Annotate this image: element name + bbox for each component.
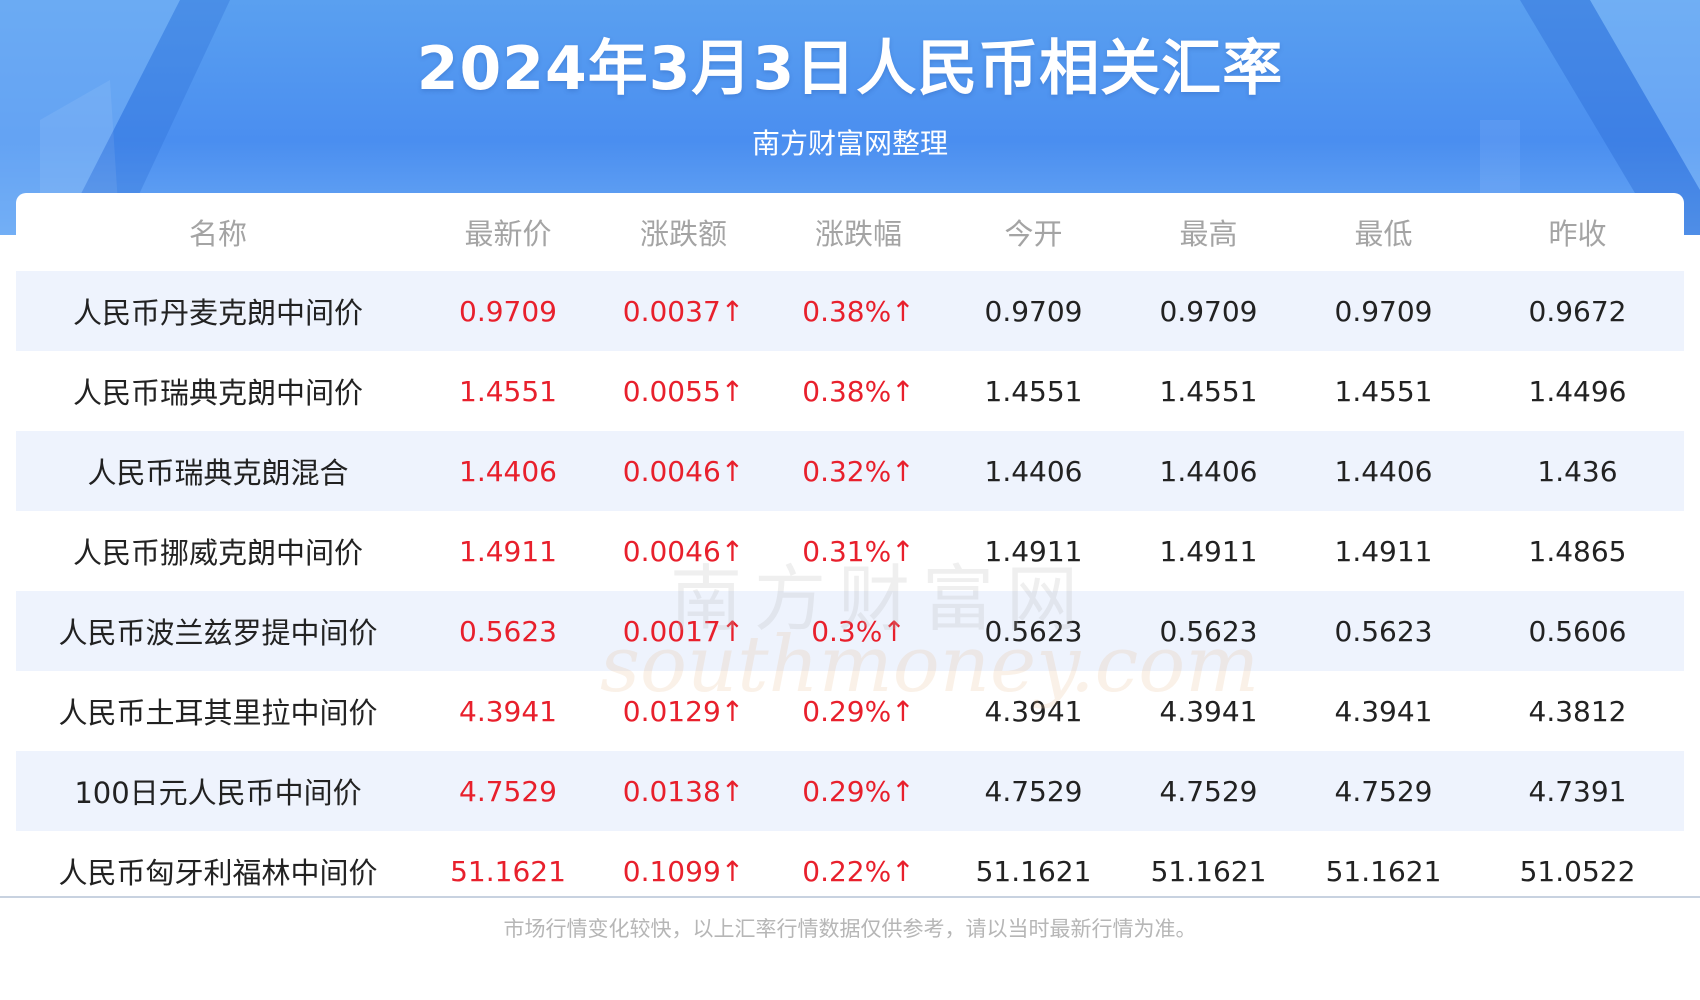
name-cell: 人民币瑞典克朗中间价 (72, 376, 363, 410)
open-cell: 1.4406 (946, 431, 1121, 511)
table-row: 人民币挪威克朗中间价 1.4911 0.0046↑ 0.31%↑ 1.4911 1.491… (16, 511, 1684, 591)
change-cell: 0.0055↑ (622, 374, 745, 408)
latest-cell: 1.4406 (420, 431, 596, 511)
low-cell: 51.1621 (1325, 854, 1442, 888)
name-cell: 人民币土耳其里拉中间价 (58, 696, 378, 730)
change-percent-cell: 0.29%↑ (771, 751, 946, 831)
low-cell: 1.4911 (1334, 534, 1433, 568)
open-cell: 4.7529 (946, 751, 1121, 831)
name-cell: 人民币匈牙利福林中间价 (58, 856, 378, 890)
open-cell: 4.3941 (984, 694, 1083, 728)
divider (0, 896, 1700, 898)
change-cell: 0.1099↑ (622, 854, 745, 888)
disclaimer-footer: 市场行情变化较快，以上汇率行情数据仅供参考，请以当时最新行情为准。 (503, 917, 1197, 941)
high-cell: 0.5623 (1121, 591, 1296, 671)
prev-close-cell: 1.4496 (1528, 374, 1627, 408)
latest-cell: 1.4911 (459, 534, 557, 568)
change-percent-cell: 0.38%↑ (771, 271, 946, 351)
change-cell: 0.0017↑ (596, 591, 771, 671)
change-cell: 0.0046↑ (596, 431, 771, 511)
column-header-high: 最高 (1179, 217, 1238, 251)
prev-close-cell: 4.3812 (1528, 694, 1627, 728)
prev-close-cell: 1.4865 (1528, 534, 1627, 568)
column-header-change: 涨跌额 (639, 217, 727, 251)
column-header-low: 最低 (1354, 217, 1413, 251)
change-percent-cell: 0.22%↑ (802, 854, 915, 888)
change-cell: 0.0129↑ (622, 694, 745, 728)
latest-cell: 0.9709 (420, 271, 596, 351)
banner-decoration-left (0, 0, 230, 235)
column-header-latest: 最新价 (464, 217, 552, 251)
table-row: 人民币丹麦克朗中间价 0.9709 0.0037↑ 0.38%↑ 0.9709 0.970… (16, 271, 1684, 351)
name-cell: 100日元人民币中间价 (16, 751, 420, 831)
change-percent-cell: 0.32%↑ (771, 431, 946, 511)
change-percent-cell: 0.3%↑ (771, 591, 946, 671)
prev-close-cell: 51.0522 (1519, 854, 1636, 888)
low-cell: 0.9709 (1296, 271, 1471, 351)
high-cell: 51.1621 (1150, 854, 1267, 888)
prev-close-cell: 1.436 (1471, 431, 1684, 511)
latest-cell: 1.4551 (459, 374, 557, 408)
latest-cell: 51.1621 (450, 854, 566, 888)
table-row: 人民币土耳其里拉中间价 4.3941 0.0129↑ 0.29%↑ 4.3941 4.39… (16, 671, 1684, 751)
column-header-prev-close: 昨收 (1548, 217, 1607, 251)
table-row: 100日元人民币中间价 4.7529 0.0138↑ 0.29%↑ 4.7529 4.75… (16, 751, 1684, 831)
name-cell: 人民币波兰兹罗提中间价 (16, 591, 420, 671)
low-cell: 4.3941 (1334, 694, 1433, 728)
name-cell: 人民币丹麦克朗中间价 (16, 271, 420, 351)
high-cell: 1.4911 (1159, 534, 1258, 568)
open-cell: 1.4551 (984, 374, 1083, 408)
low-cell: 0.5623 (1296, 591, 1471, 671)
rates-table-card: 名称 最新价 涨跌额 涨跌幅 今开 最高 最低 昨收 人民币丹麦克朗中间价 0.9… (16, 193, 1684, 893)
exchange-rate-table: 名称 最新价 涨跌额 涨跌幅 今开 最高 最低 昨收 人民币丹麦克朗中间价 0.9… (16, 193, 1684, 911)
open-cell: 51.1621 (975, 854, 1092, 888)
latest-cell: 4.7529 (420, 751, 596, 831)
change-percent-cell: 0.31%↑ (802, 534, 915, 568)
latest-cell: 0.5623 (420, 591, 596, 671)
column-header-name: 名称 (188, 217, 247, 251)
name-cell: 人民币瑞典克朗混合 (16, 431, 420, 511)
change-cell: 0.0046↑ (622, 534, 745, 568)
high-cell: 0.9709 (1121, 271, 1296, 351)
table-row: 人民币瑞典克朗混合 1.4406 0.0046↑ 0.32%↑ 1.4406 1.4406… (16, 431, 1684, 511)
high-cell: 4.3941 (1159, 694, 1258, 728)
prev-close-cell: 0.5606 (1471, 591, 1684, 671)
change-percent-cell: 0.38%↑ (802, 374, 915, 408)
change-cell: 0.0037↑ (596, 271, 771, 351)
high-cell: 4.7529 (1121, 751, 1296, 831)
table-row: 人民币波兰兹罗提中间价 0.5623 0.0017↑ 0.3%↑ 0.5623 0.562… (16, 591, 1684, 671)
table-header-row: 名称 最新价 涨跌额 涨跌幅 今开 最高 最低 昨收 (16, 193, 1684, 271)
high-cell: 1.4406 (1121, 431, 1296, 511)
column-header-change-percent: 涨跌幅 (814, 217, 902, 251)
open-cell: 0.5623 (946, 591, 1121, 671)
table-row: 人民币匈牙利福林中间价 51.1621 0.1099↑ 0.22%↑ 51.1621 51… (16, 831, 1684, 911)
table-row: 人民币瑞典克朗中间价 1.4551 0.0055↑ 0.38%↑ 1.4551 1.455… (16, 351, 1684, 431)
name-cell: 人民币挪威克朗中间价 (72, 536, 363, 570)
change-percent-cell: 0.29%↑ (802, 694, 915, 728)
prev-close-cell: 4.7391 (1471, 751, 1684, 831)
high-cell: 1.4551 (1159, 374, 1258, 408)
page-subtitle: 南方财富网整理 (751, 127, 948, 160)
page-title: 2024年3月3日人民币相关汇率 (416, 34, 1284, 104)
low-cell: 1.4406 (1296, 431, 1471, 511)
column-header-open: 今开 (1004, 217, 1063, 251)
open-cell: 0.9709 (946, 271, 1121, 351)
change-cell: 0.0138↑ (596, 751, 771, 831)
low-cell: 1.4551 (1334, 374, 1433, 408)
open-cell: 1.4911 (984, 534, 1083, 568)
prev-close-cell: 0.9672 (1471, 271, 1684, 351)
latest-cell: 4.3941 (459, 694, 557, 728)
low-cell: 4.7529 (1296, 751, 1471, 831)
